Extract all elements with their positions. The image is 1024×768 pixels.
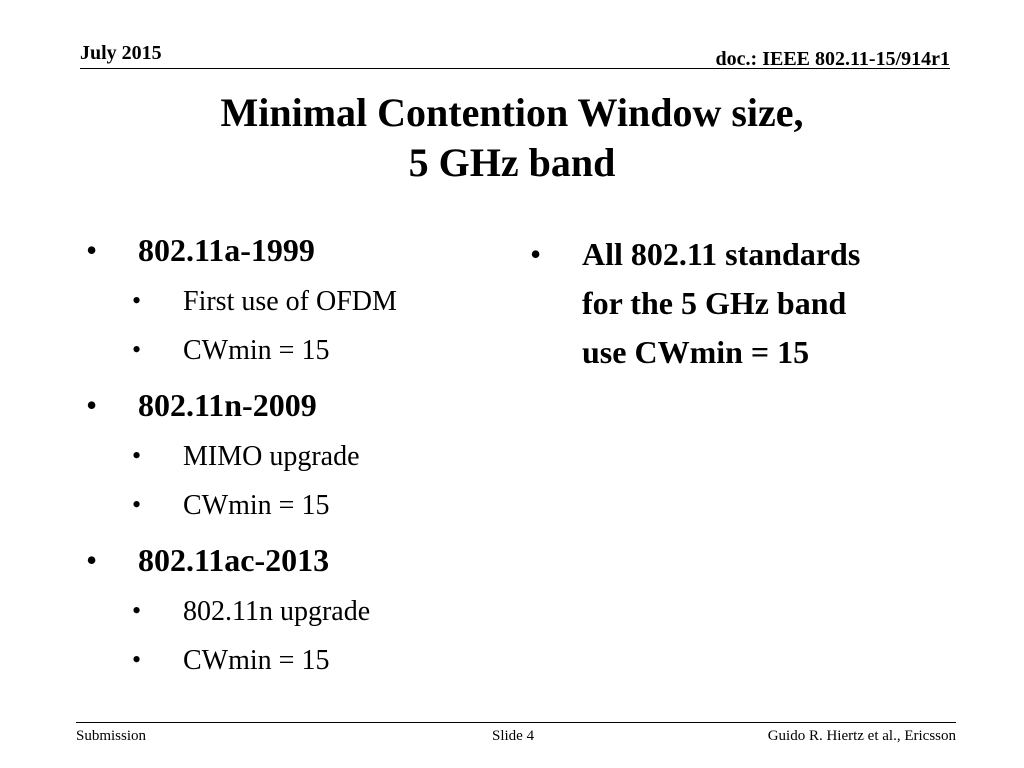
bullet: •: [86, 232, 98, 268]
right-text: use CWmin = 15: [582, 334, 810, 370]
heading: 802.11a-1999: [138, 232, 315, 268]
bullet: •: [86, 542, 98, 578]
bullet: •: [86, 387, 98, 423]
bullet: •: [132, 490, 142, 519]
footer-right: Guido R. Hiertz et al., Ericsson: [767, 728, 956, 744]
item: CWmin = 15: [183, 335, 330, 366]
header-date: July 2015: [80, 42, 162, 64]
title: Minimal Contention Window size, 5 GHz ba…: [0, 88, 1024, 188]
bullet: •: [132, 645, 142, 674]
footer-rule: [76, 722, 956, 723]
item: First use of OFDM: [183, 286, 397, 317]
right-text: All 802.11 standards: [582, 236, 861, 272]
item: MIMO upgrade: [183, 441, 360, 472]
footer-left: Submission: [76, 728, 147, 744]
heading: 802.11ac-2013: [138, 542, 330, 578]
item: CWmin = 15: [183, 490, 330, 521]
item: CWmin = 15: [183, 645, 330, 676]
bullet: •: [132, 596, 142, 625]
bullet: •: [132, 286, 142, 315]
bullet: •: [132, 335, 142, 364]
footer-center: Slide 4: [492, 728, 535, 744]
right-text: for the 5 GHz band: [582, 285, 847, 321]
header-doc: doc.: IEEE 802.11-15/914r1: [715, 48, 950, 70]
item: 802.11n upgrade: [183, 596, 371, 627]
title-line: Minimal Contention Window size,: [220, 90, 804, 135]
title-line: 5 GHz band: [408, 140, 616, 185]
bullet: •: [132, 441, 142, 470]
bullet: •: [530, 236, 542, 272]
header-rule: [80, 68, 950, 69]
heading: 802.11n-2009: [138, 387, 317, 423]
